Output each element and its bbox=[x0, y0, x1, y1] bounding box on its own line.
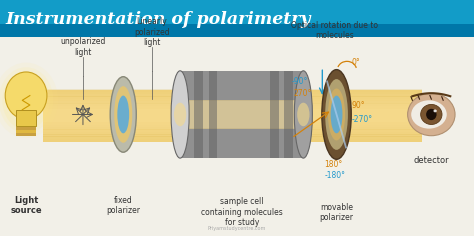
FancyBboxPatch shape bbox=[43, 129, 422, 132]
Text: unpolarized
light: unpolarized light bbox=[60, 37, 106, 57]
Ellipse shape bbox=[174, 103, 186, 126]
Ellipse shape bbox=[408, 93, 455, 136]
FancyBboxPatch shape bbox=[270, 71, 279, 158]
Ellipse shape bbox=[322, 70, 351, 159]
Ellipse shape bbox=[433, 110, 437, 112]
Text: Instrumentation of polarimetry: Instrumentation of polarimetry bbox=[6, 11, 311, 28]
FancyBboxPatch shape bbox=[43, 92, 422, 94]
Ellipse shape bbox=[294, 71, 312, 158]
FancyBboxPatch shape bbox=[43, 134, 422, 137]
FancyBboxPatch shape bbox=[43, 94, 422, 97]
Ellipse shape bbox=[118, 96, 129, 133]
FancyBboxPatch shape bbox=[209, 71, 217, 158]
Ellipse shape bbox=[330, 96, 342, 133]
FancyBboxPatch shape bbox=[43, 89, 422, 92]
FancyBboxPatch shape bbox=[43, 96, 422, 99]
FancyBboxPatch shape bbox=[16, 127, 36, 130]
Text: Optical rotation due to
molecules: Optical rotation due to molecules bbox=[291, 21, 378, 40]
Text: -90°: -90° bbox=[292, 77, 308, 86]
FancyBboxPatch shape bbox=[43, 136, 422, 139]
FancyBboxPatch shape bbox=[43, 90, 422, 142]
Text: sample cell
containing molecules
for study: sample cell containing molecules for stu… bbox=[201, 198, 283, 227]
Ellipse shape bbox=[171, 71, 189, 158]
FancyBboxPatch shape bbox=[194, 71, 203, 158]
FancyBboxPatch shape bbox=[43, 132, 422, 135]
Ellipse shape bbox=[2, 71, 50, 130]
Ellipse shape bbox=[114, 86, 132, 143]
FancyBboxPatch shape bbox=[43, 99, 422, 101]
FancyBboxPatch shape bbox=[0, 0, 474, 24]
Text: -180°: -180° bbox=[325, 171, 346, 180]
FancyBboxPatch shape bbox=[180, 100, 303, 129]
Text: 0°: 0° bbox=[352, 58, 360, 67]
Text: Linearly
polarized
light: Linearly polarized light bbox=[134, 17, 170, 47]
Text: fixed
polarizer: fixed polarizer bbox=[106, 196, 140, 215]
Text: 180°: 180° bbox=[325, 160, 343, 169]
Ellipse shape bbox=[297, 103, 310, 126]
Ellipse shape bbox=[0, 63, 58, 138]
Text: 270°: 270° bbox=[294, 89, 312, 98]
FancyBboxPatch shape bbox=[284, 71, 293, 158]
FancyBboxPatch shape bbox=[43, 127, 422, 130]
FancyBboxPatch shape bbox=[0, 0, 474, 37]
Ellipse shape bbox=[5, 72, 47, 119]
Text: Light
source: Light source bbox=[10, 196, 42, 215]
Ellipse shape bbox=[110, 77, 137, 152]
Ellipse shape bbox=[426, 109, 437, 120]
FancyBboxPatch shape bbox=[16, 133, 36, 136]
Ellipse shape bbox=[328, 88, 345, 140]
FancyBboxPatch shape bbox=[180, 71, 303, 158]
FancyBboxPatch shape bbox=[43, 101, 422, 104]
FancyBboxPatch shape bbox=[180, 101, 303, 127]
Text: movable
polarizer: movable polarizer bbox=[319, 203, 354, 222]
Text: -270°: -270° bbox=[352, 115, 373, 124]
Text: detector: detector bbox=[413, 156, 449, 165]
FancyBboxPatch shape bbox=[16, 130, 36, 133]
Ellipse shape bbox=[411, 100, 447, 129]
FancyBboxPatch shape bbox=[43, 139, 422, 142]
Text: 90°: 90° bbox=[352, 101, 365, 110]
Ellipse shape bbox=[325, 79, 348, 150]
Ellipse shape bbox=[0, 67, 54, 133]
Ellipse shape bbox=[421, 104, 442, 125]
Text: Priyamstudycentre.com: Priyamstudycentre.com bbox=[208, 226, 266, 231]
FancyBboxPatch shape bbox=[16, 110, 36, 126]
